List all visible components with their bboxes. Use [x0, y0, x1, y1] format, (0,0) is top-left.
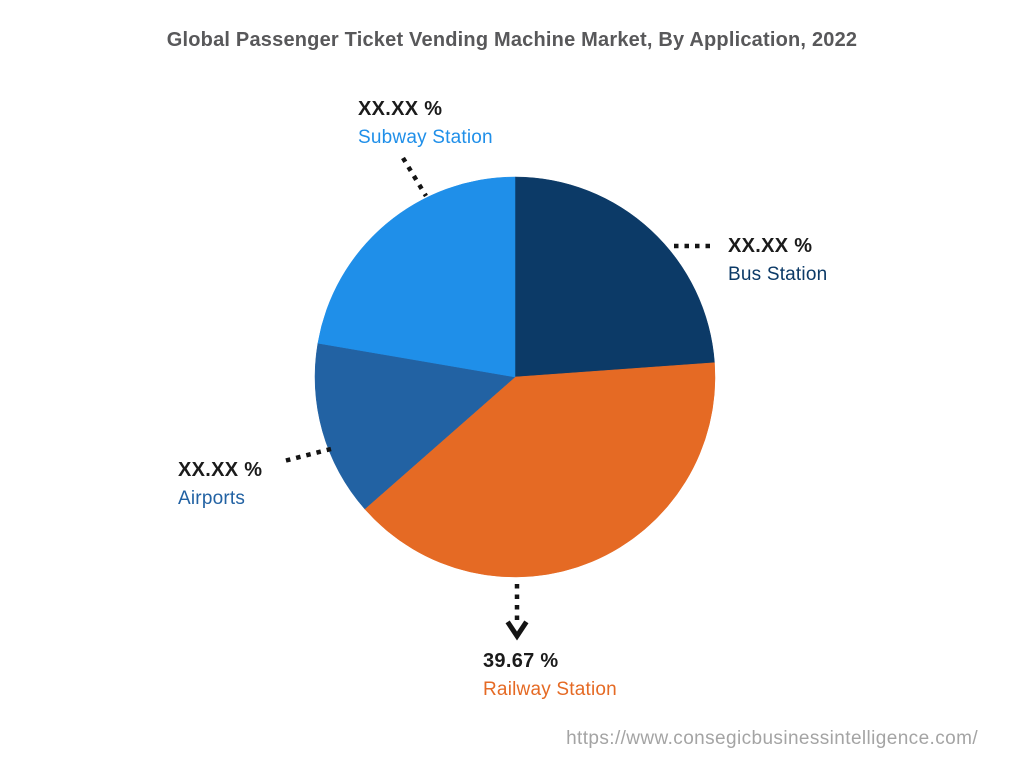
- leader-lines: [283, 156, 714, 641]
- pie-slice-bus-station: [514, 176, 715, 378]
- subway-station-label: Subway Station: [358, 127, 493, 148]
- subway-station-value: XX.XX %: [358, 98, 443, 120]
- pie-slice-railway-station: [364, 362, 716, 578]
- callout-bus-station: XX.XX % Bus Station: [728, 236, 827, 284]
- airports-value: XX.XX %: [178, 459, 263, 481]
- callout-subway-station: XX.XX % Subway Station: [358, 99, 493, 147]
- pie-slice-subway-station: [317, 176, 516, 378]
- leader-line-airports: [283, 446, 332, 464]
- bus-station-value: XX.XX %: [728, 235, 813, 257]
- railway-station-label: Railway Station: [483, 679, 617, 700]
- bus-station-label: Bus Station: [728, 264, 828, 285]
- pie-slice-airports: [314, 342, 516, 510]
- callout-airports: XX.XX % Airports: [178, 460, 262, 508]
- chart-title: Global Passenger Ticket Vending Machine …: [166, 29, 858, 51]
- arrow-down-icon: [505, 620, 529, 641]
- pie-slices: [314, 176, 716, 578]
- airports-label: Airports: [178, 488, 246, 509]
- callout-railway-station: 39.67 % Railway Station: [483, 651, 617, 699]
- watermark-url: https://www.consegicbusinessintelligence…: [566, 728, 978, 749]
- railway-station-value: 39.67 %: [483, 650, 559, 672]
- leader-line-subway-station: [401, 156, 428, 198]
